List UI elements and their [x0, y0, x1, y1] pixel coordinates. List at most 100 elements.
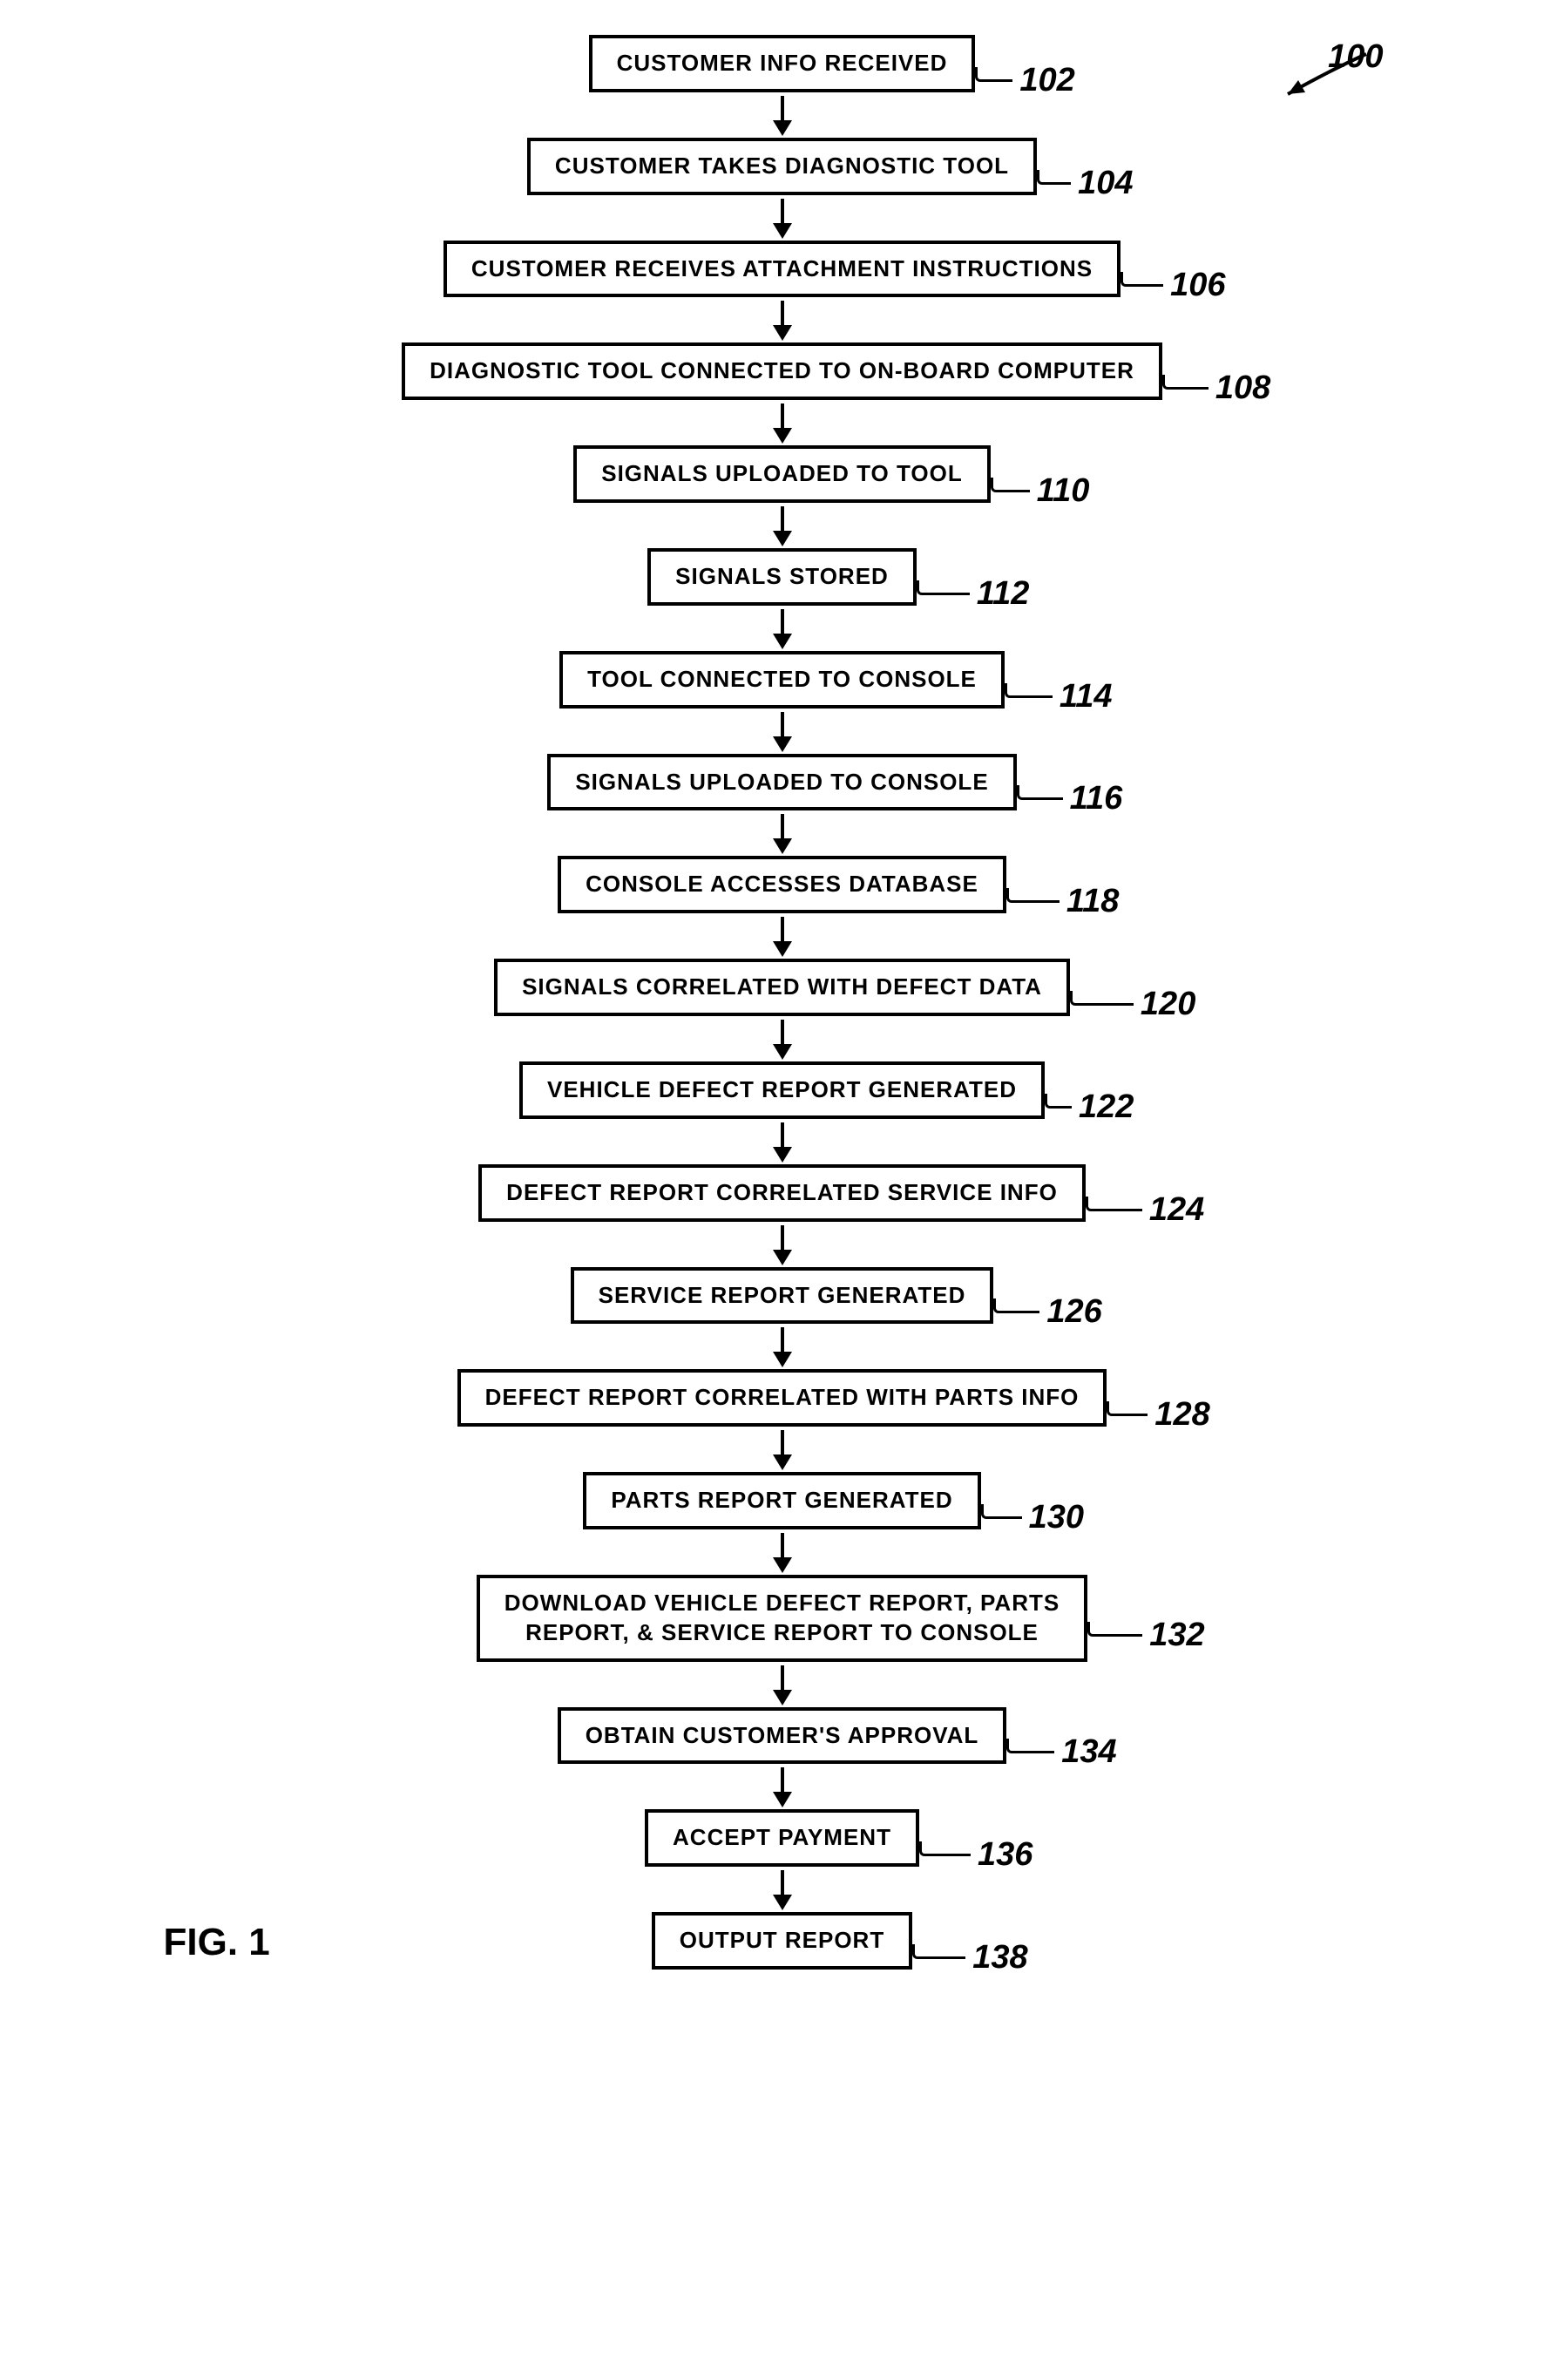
flow-step-box: ACCEPT PAYMENT	[645, 1809, 919, 1867]
ref-leader: 112	[917, 575, 1030, 613]
ref-leader-hook	[1005, 683, 1016, 698]
flow-arrow-head	[773, 120, 792, 136]
ref-leader-line	[1132, 284, 1163, 287]
ref-number: 108	[1215, 370, 1270, 407]
flow-step-box: SIGNALS UPLOADED TO TOOL	[573, 445, 991, 503]
flow-step-row: CONSOLE ACCESSES DATABASE118	[173, 856, 1392, 913]
flow-arrow-head	[773, 1250, 792, 1265]
flow-step-box: CUSTOMER TAKES DIAGNOSTIC TOOL	[527, 138, 1037, 195]
flow-step-row: VEHICLE DEFECT REPORT GENERATED122	[173, 1061, 1392, 1119]
ref-leader-hook	[1087, 1622, 1099, 1637]
flow-arrow-shaft	[781, 1533, 784, 1557]
ref-leader-hook	[1006, 888, 1018, 903]
ref-leader-hook	[1070, 991, 1081, 1006]
flow-arrow-head	[773, 531, 792, 546]
flow-step-box: SIGNALS CORRELATED WITH DEFECT DATA	[494, 959, 1070, 1016]
ref-number: 132	[1149, 1617, 1204, 1654]
flow-arrow-shaft	[781, 403, 784, 428]
ref-leader-line	[992, 1516, 1022, 1519]
flow-step-box: DEFECT REPORT CORRELATED SERVICE INFO	[478, 1164, 1086, 1222]
ref-leader-line	[1174, 387, 1209, 390]
flow-arrow	[773, 917, 792, 957]
flow-arrow-shaft	[781, 917, 784, 941]
flow-step-box: CUSTOMER RECEIVES ATTACHMENT INSTRUCTION…	[443, 241, 1121, 298]
flow-arrow-head	[773, 1352, 792, 1367]
ref-leader: 122	[1045, 1088, 1134, 1126]
ref-leader-line	[1118, 1414, 1148, 1416]
ref-number: 136	[978, 1836, 1033, 1874]
ref-number: 138	[972, 1939, 1027, 1977]
ref-leader: 126	[993, 1293, 1101, 1331]
ref-leader: 108	[1162, 370, 1270, 407]
flow-step-row: CUSTOMER INFO RECEIVED102	[173, 35, 1392, 92]
flow-arrow	[773, 1327, 792, 1367]
flow-step-box: OUTPUT REPORT	[652, 1912, 912, 1970]
flow-step-row: SIGNALS CORRELATED WITH DEFECT DATA120	[173, 959, 1392, 1016]
flow-arrow-shaft	[781, 1665, 784, 1690]
ref-number: 106	[1170, 267, 1225, 304]
flow-arrow	[773, 1767, 792, 1807]
ref-leader-hook	[975, 67, 986, 82]
flow-arrow-shaft	[781, 1430, 784, 1454]
ref-leader-line	[924, 1956, 965, 1959]
ref-leader: 128	[1107, 1396, 1209, 1434]
ref-leader-hook	[1162, 375, 1174, 390]
flow-arrow-head	[773, 325, 792, 341]
ref-number: 126	[1046, 1293, 1101, 1331]
ref-leader-line	[1028, 797, 1063, 800]
flow-step-row: DEFECT REPORT CORRELATED WITH PARTS INFO…	[173, 1369, 1392, 1427]
flow-arrow-head	[773, 1895, 792, 1910]
ref-leader-line	[986, 79, 1012, 82]
flow-arrow	[773, 403, 792, 444]
flow-arrow-shaft	[781, 1327, 784, 1352]
ref-leader: 134	[1006, 1733, 1116, 1771]
flow-step-row: OBTAIN CUSTOMER'S APPROVAL134	[173, 1707, 1392, 1765]
ref-leader-line	[1005, 1311, 1039, 1313]
flow-arrow	[773, 712, 792, 752]
flow-step-row: TOOL CONNECTED TO CONSOLE114	[173, 651, 1392, 709]
ref-number: 114	[1060, 678, 1113, 715]
flow-arrow-head	[773, 1690, 792, 1705]
ref-leader-line	[1081, 1003, 1134, 1006]
flow-arrow	[773, 1665, 792, 1705]
ref-leader: 104	[1037, 165, 1133, 202]
flow-step-box: PARTS REPORT GENERATED	[583, 1472, 980, 1529]
ref-number: 116	[1070, 780, 1123, 817]
ref-leader-hook	[1017, 785, 1028, 800]
flow-step-box: DIAGNOSTIC TOOL CONNECTED TO ON-BOARD CO…	[402, 342, 1162, 400]
ref-leader: 130	[981, 1499, 1084, 1536]
flow-step-box: VEHICLE DEFECT REPORT GENERATED	[519, 1061, 1045, 1119]
ref-leader-line	[1002, 490, 1030, 492]
flow-step-row: DOWNLOAD VEHICLE DEFECT REPORT, PARTS RE…	[173, 1575, 1392, 1662]
flow-arrow-shaft	[781, 814, 784, 838]
flow-arrow-head	[773, 634, 792, 649]
flow-step-box: TOOL CONNECTED TO CONSOLE	[559, 651, 1005, 709]
flow-step-row: DIAGNOSTIC TOOL CONNECTED TO ON-BOARD CO…	[173, 342, 1392, 400]
ref-leader: 124	[1086, 1191, 1204, 1229]
ref-leader-line	[1016, 695, 1053, 698]
flow-arrow	[773, 1122, 792, 1163]
flow-arrow-head	[773, 1044, 792, 1060]
flow-step-box: OBTAIN CUSTOMER'S APPROVAL	[558, 1707, 1007, 1765]
ref-leader-line	[1099, 1634, 1142, 1637]
ref-leader: 106	[1121, 267, 1225, 304]
ref-leader-hook	[1107, 1401, 1118, 1416]
ref-leader: 120	[1070, 986, 1195, 1023]
ref-leader-hook	[981, 1504, 992, 1519]
flow-arrow	[773, 1533, 792, 1573]
flow-arrow-head	[773, 941, 792, 957]
ref-leader-hook	[917, 580, 928, 595]
flow-arrow-shaft	[781, 712, 784, 736]
ref-leader: 138	[912, 1939, 1027, 1977]
ref-leader-line	[1048, 182, 1071, 185]
flow-step-box: DEFECT REPORT CORRELATED WITH PARTS INFO	[457, 1369, 1107, 1427]
flow-step-box: SIGNALS STORED	[647, 548, 917, 606]
ref-leader-hook	[1037, 170, 1048, 185]
flow-arrow-shaft	[781, 301, 784, 325]
flow-arrow	[773, 301, 792, 341]
ref-leader: 114	[1005, 678, 1113, 715]
ref-leader-hook	[1045, 1094, 1056, 1109]
flow-arrow	[773, 814, 792, 854]
flow-arrow-head	[773, 736, 792, 752]
flow-arrow	[773, 199, 792, 239]
